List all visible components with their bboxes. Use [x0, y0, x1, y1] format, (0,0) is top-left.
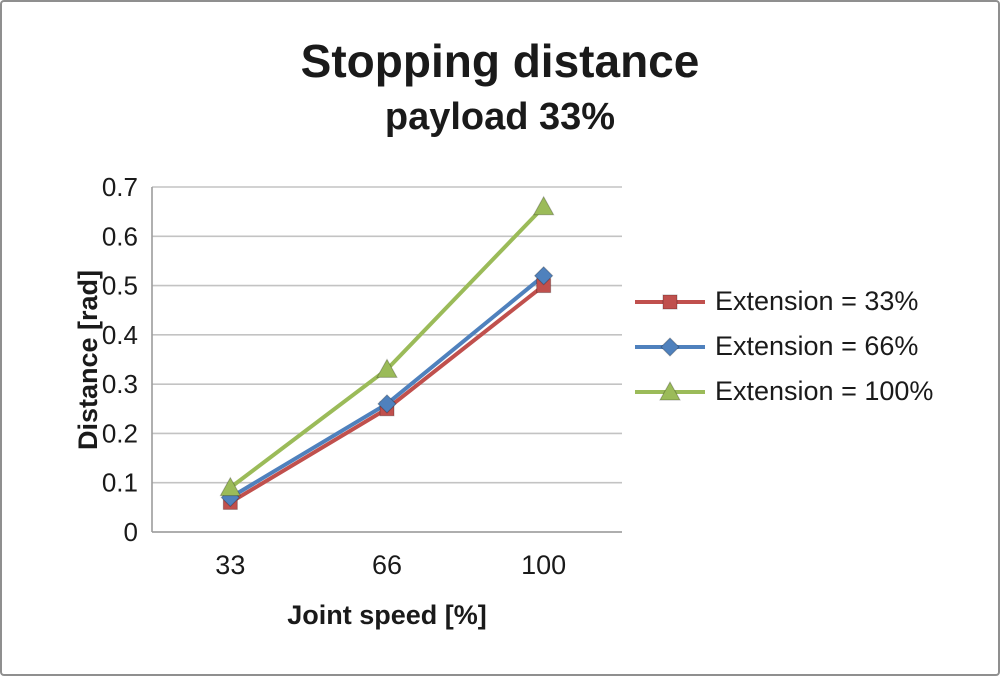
plot-dynamic-layer: 0 0.1 0.2 0.3 0.4 0.5 0.6 0.7 33 66 100 [102, 172, 622, 580]
legend-marker-triangle-icon [635, 380, 705, 400]
x-axis-title: Joint speed [%] [287, 600, 487, 630]
legend: Extension = 33% Extension = 66% Extensio… [632, 286, 933, 407]
svg-text:0.4: 0.4 [102, 320, 138, 350]
legend-label: Extension = 33% [715, 286, 919, 316]
svg-text:0.7: 0.7 [102, 172, 138, 202]
legend-marker-square-icon [635, 294, 705, 309]
svg-text:66: 66 [372, 550, 402, 580]
chart-subtitle: payload 33% [384, 96, 616, 138]
y-axis-title: Distance [rad] [73, 270, 103, 450]
legend-label: Extension = 100% [715, 376, 934, 406]
svg-text:0.1: 0.1 [102, 468, 138, 498]
svg-text:0: 0 [124, 517, 138, 547]
legend-label: Extension = 66% [715, 331, 919, 361]
svg-text:0.5: 0.5 [102, 271, 138, 301]
plot-area: 0 0.1 0.2 0.3 0.4 0.5 0.6 0.7 33 66 100 Joint spee… [73, 172, 622, 630]
legend-marker-diamond-icon [635, 336, 705, 357]
chart-title: Stopping distance [300, 35, 700, 87]
legend-item: Extension = 33% [632, 286, 933, 317]
legend-item: Extension = 100% [632, 376, 933, 407]
svg-text:0.6: 0.6 [102, 221, 138, 251]
svg-text:100: 100 [521, 550, 566, 580]
legend-item: Extension = 66% [632, 331, 933, 362]
svg-text:33: 33 [215, 550, 245, 580]
svg-text:0.3: 0.3 [102, 369, 138, 399]
svg-text:0.2: 0.2 [102, 418, 138, 448]
